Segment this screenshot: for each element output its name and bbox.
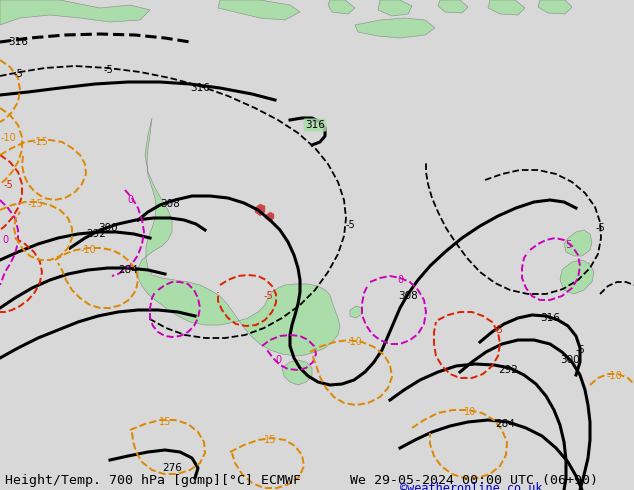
Polygon shape [138, 118, 340, 356]
Text: ©weatheronline.co.uk: ©weatheronline.co.uk [400, 482, 543, 490]
Text: 316: 316 [305, 120, 325, 130]
Text: -5: -5 [595, 223, 605, 233]
Text: 316: 316 [540, 313, 560, 323]
Polygon shape [355, 18, 435, 38]
Text: 0: 0 [397, 275, 403, 285]
Text: -5: -5 [263, 291, 273, 301]
Polygon shape [265, 212, 274, 222]
Text: -10: -10 [0, 133, 16, 143]
Text: -5: -5 [13, 69, 23, 79]
Text: Height/Temp. 700 hPa [gdmp][°C] ECMWF: Height/Temp. 700 hPa [gdmp][°C] ECMWF [5, 473, 301, 487]
Text: 300: 300 [98, 223, 118, 233]
Polygon shape [0, 0, 150, 25]
Text: We 29-05-2024 00:00 UTC (06+90): We 29-05-2024 00:00 UTC (06+90) [350, 473, 598, 487]
Polygon shape [560, 260, 594, 294]
Text: -15: -15 [32, 137, 48, 147]
Text: -10: -10 [606, 371, 622, 381]
Text: -5: -5 [3, 180, 13, 190]
Text: 15: 15 [158, 417, 171, 427]
Polygon shape [255, 204, 265, 216]
Polygon shape [328, 0, 355, 14]
Text: -10: -10 [80, 245, 96, 255]
Text: 308: 308 [398, 291, 418, 301]
Text: 0: 0 [2, 235, 8, 245]
Text: 316: 316 [8, 37, 28, 47]
Text: 284: 284 [495, 419, 515, 429]
Text: 292: 292 [498, 365, 518, 375]
Text: 284: 284 [118, 265, 138, 275]
Text: 308: 308 [160, 199, 180, 209]
Text: 0: 0 [127, 195, 133, 205]
Polygon shape [564, 230, 592, 256]
Polygon shape [488, 0, 525, 15]
Text: -15: -15 [27, 199, 43, 209]
Text: 276: 276 [162, 463, 182, 473]
Text: -5: -5 [103, 65, 113, 75]
Text: 316: 316 [190, 83, 210, 93]
Text: 292: 292 [86, 229, 106, 239]
Text: 10: 10 [464, 407, 476, 417]
Polygon shape [378, 0, 412, 16]
Text: -5: -5 [345, 220, 355, 230]
Polygon shape [538, 0, 572, 14]
Polygon shape [218, 0, 300, 20]
Text: -10: -10 [346, 337, 362, 347]
Text: 15: 15 [264, 435, 276, 445]
Text: -5: -5 [493, 325, 503, 335]
Text: 5: 5 [565, 240, 571, 250]
Text: -5: -5 [575, 345, 585, 355]
Polygon shape [350, 306, 362, 318]
Text: 300: 300 [560, 355, 580, 365]
Text: 0: 0 [275, 355, 281, 365]
Polygon shape [438, 0, 468, 13]
Polygon shape [282, 360, 312, 385]
